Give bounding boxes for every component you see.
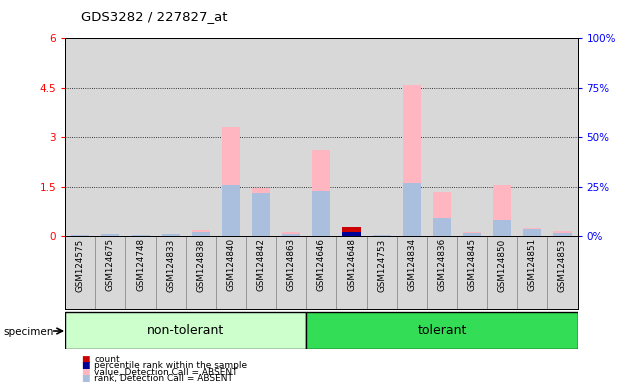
Text: GSM124845: GSM124845 xyxy=(468,238,476,291)
Text: GSM124842: GSM124842 xyxy=(256,238,266,291)
Text: GSM124863: GSM124863 xyxy=(287,238,296,291)
Bar xyxy=(276,236,306,309)
Bar xyxy=(161,234,179,236)
Bar xyxy=(306,236,337,309)
Bar xyxy=(282,233,301,236)
Text: ■: ■ xyxy=(81,361,89,370)
Text: ■: ■ xyxy=(81,354,89,364)
Bar xyxy=(517,236,547,309)
Bar xyxy=(463,233,481,236)
Bar xyxy=(306,312,578,349)
Text: GSM124753: GSM124753 xyxy=(377,238,386,291)
Bar xyxy=(65,236,96,309)
Bar xyxy=(553,231,571,236)
Bar xyxy=(101,234,119,236)
Text: GSM124675: GSM124675 xyxy=(106,238,115,291)
Bar xyxy=(192,232,210,236)
Text: GSM124840: GSM124840 xyxy=(227,238,235,291)
Text: count: count xyxy=(94,354,120,364)
Bar xyxy=(493,220,511,236)
Text: GSM124833: GSM124833 xyxy=(166,238,175,291)
Bar xyxy=(342,227,361,236)
Text: GSM124851: GSM124851 xyxy=(528,238,537,291)
Bar xyxy=(132,235,150,236)
Bar xyxy=(132,235,150,236)
Bar xyxy=(397,236,427,309)
Bar xyxy=(427,236,457,309)
Bar xyxy=(403,184,421,236)
Bar xyxy=(65,312,306,349)
Bar xyxy=(487,236,517,309)
Text: ■: ■ xyxy=(81,367,89,377)
Text: GSM124648: GSM124648 xyxy=(347,238,356,291)
Bar xyxy=(71,235,89,236)
Text: GDS3282 / 227827_at: GDS3282 / 227827_at xyxy=(81,10,227,23)
Bar xyxy=(96,236,125,309)
Text: GSM124575: GSM124575 xyxy=(76,238,85,291)
Bar xyxy=(125,236,156,309)
Bar xyxy=(161,234,179,236)
Bar xyxy=(457,236,487,309)
Bar xyxy=(366,236,397,309)
Text: value, Detection Call = ABSENT: value, Detection Call = ABSENT xyxy=(94,367,238,377)
Bar xyxy=(337,236,366,309)
Bar xyxy=(524,229,542,236)
Text: GSM124748: GSM124748 xyxy=(136,238,145,291)
Bar xyxy=(433,192,451,236)
Text: percentile rank within the sample: percentile rank within the sample xyxy=(94,361,248,370)
Bar xyxy=(282,232,301,236)
Bar xyxy=(252,193,270,236)
Text: tolerant: tolerant xyxy=(417,324,466,337)
Bar xyxy=(246,236,276,309)
Text: GSM124850: GSM124850 xyxy=(497,238,507,291)
Text: GSM124646: GSM124646 xyxy=(317,238,326,291)
Bar xyxy=(312,151,330,236)
Text: GSM124853: GSM124853 xyxy=(558,238,567,291)
Bar xyxy=(101,233,119,236)
Bar xyxy=(403,84,421,236)
Bar xyxy=(373,235,391,236)
Bar xyxy=(192,230,210,236)
Bar xyxy=(373,235,391,236)
Bar xyxy=(342,232,361,236)
Bar xyxy=(312,191,330,236)
Bar xyxy=(156,236,186,309)
Text: rank, Detection Call = ABSENT: rank, Detection Call = ABSENT xyxy=(94,374,233,383)
Bar xyxy=(547,236,578,309)
Bar xyxy=(71,235,89,236)
Bar xyxy=(463,232,481,236)
Text: GSM124838: GSM124838 xyxy=(196,238,206,291)
Text: GSM124836: GSM124836 xyxy=(437,238,446,291)
Bar xyxy=(524,228,542,236)
Bar xyxy=(493,185,511,236)
Bar xyxy=(222,185,240,236)
Text: specimen: specimen xyxy=(3,327,53,337)
Bar xyxy=(216,236,246,309)
Bar xyxy=(186,236,216,309)
Text: GSM124834: GSM124834 xyxy=(407,238,416,291)
Bar xyxy=(222,127,240,236)
Text: ■: ■ xyxy=(81,374,89,383)
Text: non-tolerant: non-tolerant xyxy=(147,324,224,337)
Bar xyxy=(252,189,270,236)
Bar xyxy=(553,233,571,236)
Bar xyxy=(433,218,451,236)
